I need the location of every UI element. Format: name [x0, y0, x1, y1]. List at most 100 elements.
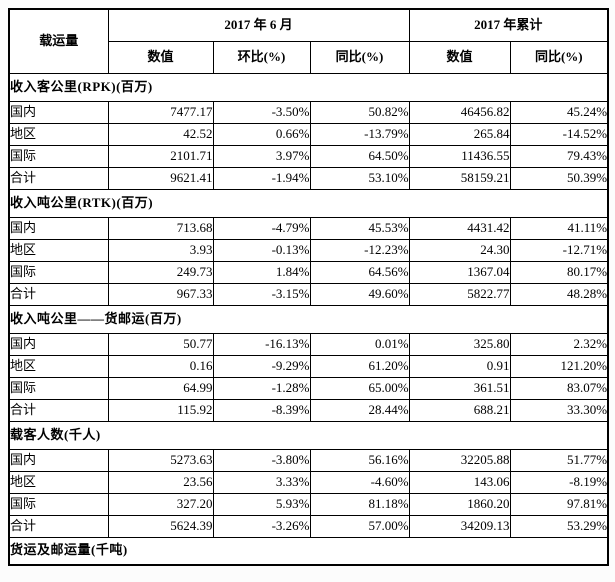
table-row: 地区 23.56 3.33% -4.60% 143.06 -8.19%: [8, 470, 609, 494]
cell-value: -16.13%: [212, 332, 311, 356]
cell-value: 3.33%: [212, 470, 311, 494]
row-label-domestic: 国内: [8, 332, 109, 356]
cell-value: 46456.82: [408, 100, 511, 124]
cell-value: -13.79%: [309, 122, 410, 146]
table-row: 国内 713.68 -4.79% 45.53% 4431.42 41.11%: [8, 216, 609, 240]
row-label-international: 国际: [8, 492, 109, 516]
row-label-total: 合计: [8, 398, 109, 422]
cell-value: 49.60%: [309, 282, 410, 306]
table-row: 国内 7477.17 -3.50% 50.82% 46456.82 45.24%: [8, 100, 609, 124]
column-header-mom-pct: 环比(%): [212, 40, 311, 74]
corner-header-traffic-volume: 载运量: [8, 8, 109, 74]
cell-value: 7477.17: [107, 100, 214, 124]
cell-value: 121.20%: [509, 354, 609, 378]
cell-value: 58159.21: [408, 166, 511, 190]
table-row: 国际 64.99 -1.28% 65.00% 361.51 83.07%: [8, 376, 609, 400]
table-row: 国内 5273.63 -3.80% 56.16% 32205.88 51.77%: [8, 448, 609, 472]
cell-value: 64.56%: [309, 260, 410, 284]
cell-value: 56.16%: [309, 448, 410, 472]
row-label-international: 国际: [8, 144, 109, 168]
section-title-rpk: 收入客公里(RPK)(百万): [8, 72, 609, 102]
cell-value: 2.32%: [509, 332, 609, 356]
cell-value: 57.00%: [309, 514, 410, 538]
cell-value: 28.44%: [309, 398, 410, 422]
table-row: 合计 9621.41 -1.94% 53.10% 58159.21 50.39%: [8, 166, 609, 190]
cell-value: 1860.20: [408, 492, 511, 516]
table-row: 国际 327.20 5.93% 81.18% 1860.20 97.81%: [8, 492, 609, 516]
cell-value: 81.18%: [309, 492, 410, 516]
cell-value: 42.52: [107, 122, 214, 146]
cell-value: 9621.41: [107, 166, 214, 190]
cell-value: -4.79%: [212, 216, 311, 240]
section-title-rtk-cargo-mail: 收入吨公里——货邮运(百万): [8, 304, 609, 334]
cell-value: 80.17%: [509, 260, 609, 284]
row-label-regional: 地区: [8, 238, 109, 262]
cell-value: 143.06: [408, 470, 511, 494]
cell-value: 79.43%: [509, 144, 609, 168]
cell-value: 83.07%: [509, 376, 609, 400]
cell-value: 5822.77: [408, 282, 511, 306]
cell-value: 34209.13: [408, 514, 511, 538]
cell-value: 0.66%: [212, 122, 311, 146]
cell-value: -8.19%: [509, 470, 609, 494]
cell-value: -3.50%: [212, 100, 311, 124]
column-group-june-2017: 2017 年 6 月: [107, 8, 410, 42]
cell-value: 4431.42: [408, 216, 511, 240]
row-label-regional: 地区: [8, 122, 109, 146]
table-row: 地区 0.16 -9.29% 61.20% 0.91 121.20%: [8, 354, 609, 378]
row-label-domestic: 国内: [8, 448, 109, 472]
cell-value: 361.51: [408, 376, 511, 400]
cell-value: -1.94%: [212, 166, 311, 190]
table-row: 国际 2101.71 3.97% 64.50% 11436.55 79.43%: [8, 144, 609, 168]
cell-value: 61.20%: [309, 354, 410, 378]
cell-value: 115.92: [107, 398, 214, 422]
cell-value: -12.23%: [309, 238, 410, 262]
cell-value: 65.00%: [309, 376, 410, 400]
cell-value: 2101.71: [107, 144, 214, 168]
cell-value: 64.99: [107, 376, 214, 400]
row-label-total: 合计: [8, 514, 109, 538]
cell-value: 45.53%: [309, 216, 410, 240]
cell-value: -4.60%: [309, 470, 410, 494]
row-label-total: 合计: [8, 282, 109, 306]
cell-value: -0.13%: [212, 238, 311, 262]
table-row: 地区 3.93 -0.13% -12.23% 24.30 -12.71%: [8, 238, 609, 262]
column-group-2017-cumulative: 2017 年累计: [408, 8, 609, 42]
cell-value: 327.20: [107, 492, 214, 516]
table-row: 国内 50.77 -16.13% 0.01% 325.80 2.32%: [8, 332, 609, 356]
cell-value: 33.30%: [509, 398, 609, 422]
cell-value: 53.29%: [509, 514, 609, 538]
section-title-passengers: 载客人数(千人): [8, 420, 609, 450]
cell-value: -3.26%: [212, 514, 311, 538]
row-label-domestic: 国内: [8, 100, 109, 124]
column-header-cum-yoy-pct: 同比(%): [509, 40, 609, 74]
cell-value: 11436.55: [408, 144, 511, 168]
cell-value: 1367.04: [408, 260, 511, 284]
row-label-total: 合计: [8, 166, 109, 190]
column-header-cum-value: 数值: [408, 40, 511, 74]
cell-value: 48.28%: [509, 282, 609, 306]
cell-value: 23.56: [107, 470, 214, 494]
cell-value: 50.39%: [509, 166, 609, 190]
cell-value: 0.91: [408, 354, 511, 378]
cell-value: 45.24%: [509, 100, 609, 124]
section-title-rtk: 收入吨公里(RTK)(百万): [8, 188, 609, 218]
cell-value: -3.80%: [212, 448, 311, 472]
cell-value: 5.93%: [212, 492, 311, 516]
table-row: 地区 42.52 0.66% -13.79% 265.84 -14.52%: [8, 122, 609, 146]
cell-value: 3.97%: [212, 144, 311, 168]
cell-value: 24.30: [408, 238, 511, 262]
cell-value: 32205.88: [408, 448, 511, 472]
row-label-domestic: 国内: [8, 216, 109, 240]
cell-value: 3.93: [107, 238, 214, 262]
cell-value: 50.82%: [309, 100, 410, 124]
section-title-cargo-mail-tonnage: 货运及邮运量(千吨): [8, 536, 609, 566]
cell-value: -3.15%: [212, 282, 311, 306]
cell-value: 51.77%: [509, 448, 609, 472]
cell-value: 249.73: [107, 260, 214, 284]
cell-value: 5273.63: [107, 448, 214, 472]
row-label-international: 国际: [8, 376, 109, 400]
cell-value: 325.80: [408, 332, 511, 356]
cell-value: 265.84: [408, 122, 511, 146]
